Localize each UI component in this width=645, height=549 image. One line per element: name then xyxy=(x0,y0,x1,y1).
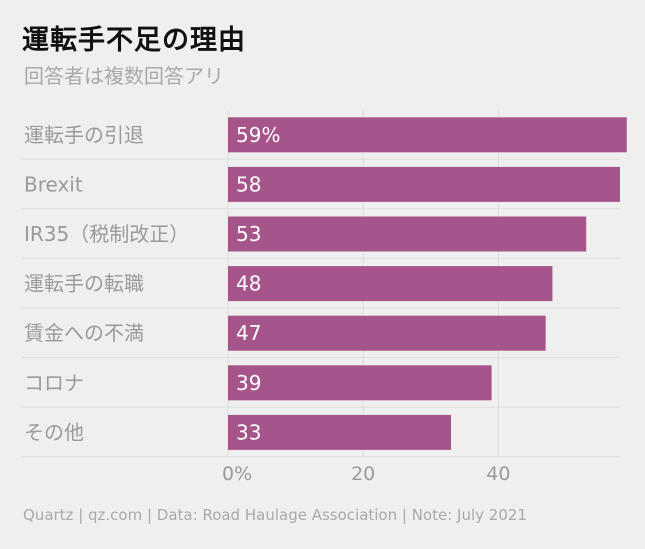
category-label: IR35（税制改正） xyxy=(24,222,189,246)
bar-value-label: 58 xyxy=(236,172,261,196)
category-label: コロナ xyxy=(24,371,84,395)
category-label: 運転手の転職 xyxy=(24,272,144,296)
bar xyxy=(228,365,492,401)
x-tick-label: 20 xyxy=(351,463,375,485)
bar-value-label: 33 xyxy=(236,420,261,444)
x-tick-label: 40 xyxy=(486,463,510,485)
chart-subtitle: 回答者は複数回答アリ xyxy=(24,64,224,88)
bar xyxy=(228,166,620,202)
bar-value-label: 48 xyxy=(236,272,261,296)
category-label: 賃金への不満 xyxy=(24,321,144,345)
bar-value-label: 47 xyxy=(236,321,261,345)
category-label: その他 xyxy=(24,420,84,444)
bar-value-label: 39 xyxy=(236,371,261,395)
category-label: 運転手の引退 xyxy=(24,123,144,147)
bar-value-label: 53 xyxy=(236,222,261,246)
bar xyxy=(228,117,627,153)
bar-value-label: 59% xyxy=(236,123,280,147)
bar xyxy=(228,266,553,302)
chart-title: 運転手不足の理由 xyxy=(22,25,246,56)
x-tick-label: 0% xyxy=(222,463,252,485)
bar xyxy=(228,414,452,450)
category-label: Brexit xyxy=(24,172,83,196)
source-note: Quartz | qz.com | Data: Road Haulage Ass… xyxy=(23,506,527,524)
bar xyxy=(228,216,587,252)
bar xyxy=(228,315,546,351)
